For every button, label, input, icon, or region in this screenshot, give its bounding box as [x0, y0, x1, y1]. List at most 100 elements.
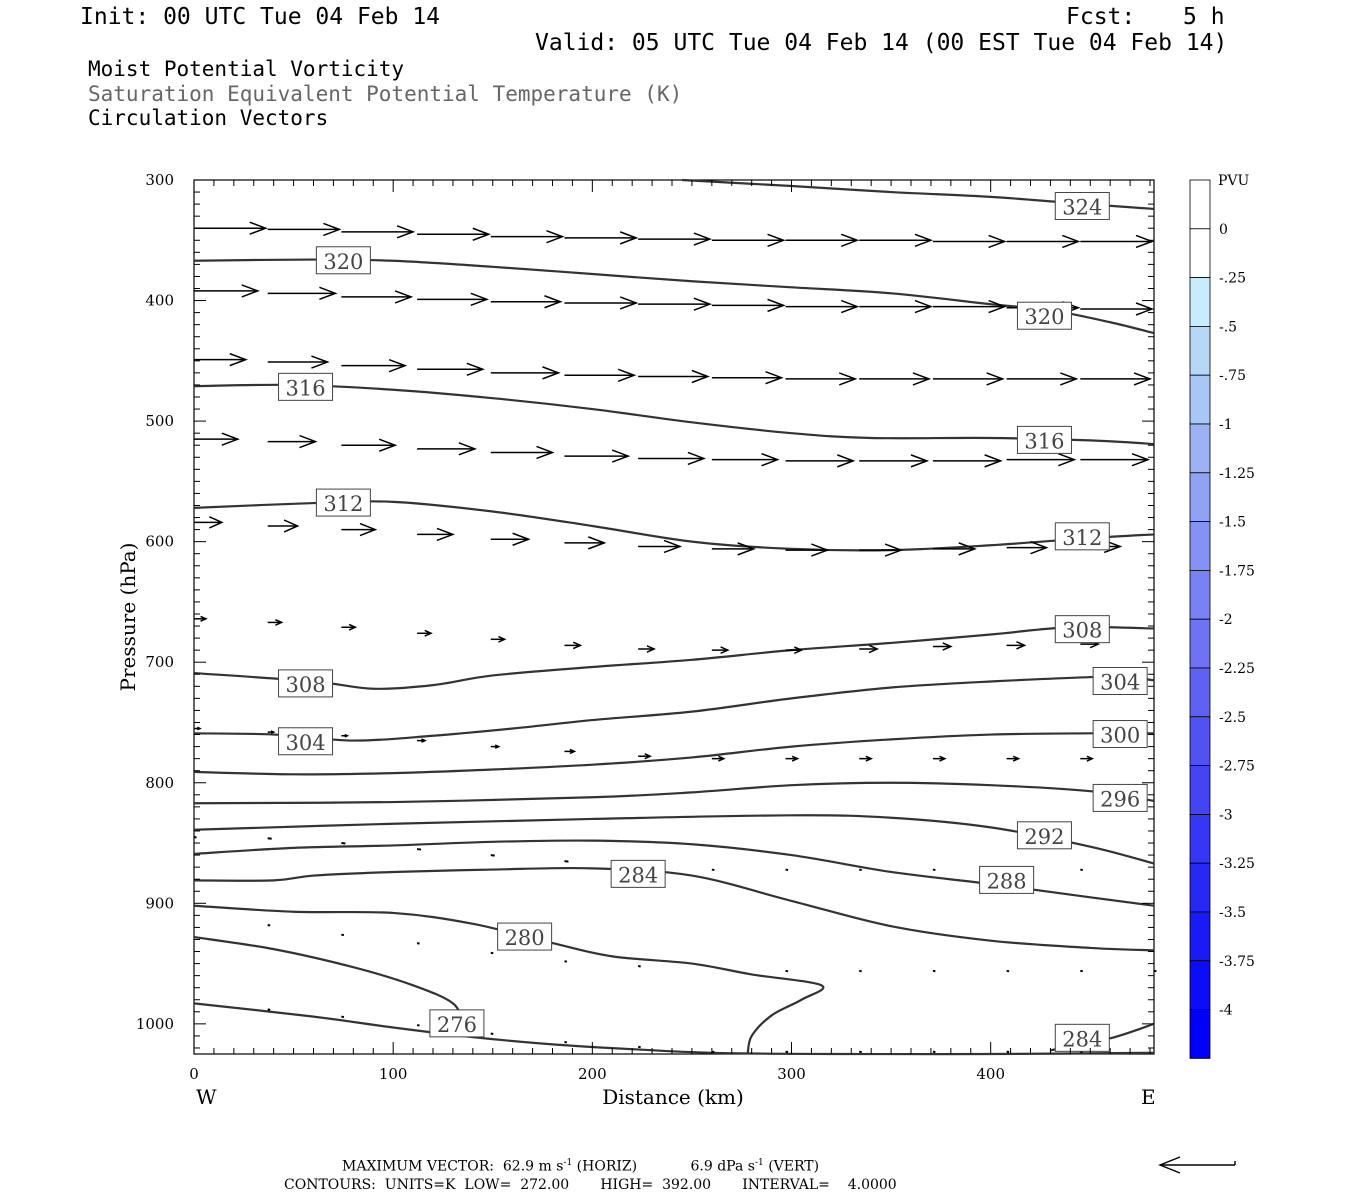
circulation-vector: [638, 451, 707, 466]
contour-line-296: [193, 781, 1155, 805]
vector-head: [811, 543, 830, 557]
vector-head: [348, 623, 358, 631]
y-tick-label: 600: [145, 533, 174, 551]
circulation-vector: [638, 369, 710, 384]
circulation-vector: [711, 371, 784, 385]
vector-shaft: [785, 969, 789, 973]
vector-head: [619, 296, 639, 310]
circulation-vector: [564, 860, 569, 863]
circulation-vector: [932, 299, 1007, 314]
colorbar-level-label: -3: [1219, 807, 1233, 823]
circulation-vector: [932, 1050, 936, 1054]
circulation-vector: [785, 755, 800, 762]
vector-head: [761, 452, 780, 467]
circulation-vector: [490, 295, 563, 309]
circulation-vector: [711, 868, 715, 872]
vector-head: [544, 295, 563, 309]
circulation-vector: [490, 635, 507, 643]
vector-head: [466, 362, 485, 376]
vector-head: [421, 738, 427, 743]
contour-label-text: 276: [437, 1013, 477, 1037]
contour-label-320: 320: [1016, 301, 1072, 330]
circulation-vector: [564, 960, 568, 963]
colorbar-level-label: -4: [1219, 1003, 1233, 1019]
circulation-vector: [932, 969, 936, 973]
contour-label-text: 288: [987, 869, 1027, 893]
circulation-vector: [932, 542, 977, 556]
contour-label-box: [278, 727, 334, 756]
contour-label-box: [1016, 821, 1072, 850]
vector-head: [767, 233, 786, 247]
contour-label-320: 320: [315, 246, 371, 275]
vector-head: [546, 229, 565, 244]
circulation-vector: [785, 868, 789, 872]
circulation-vector: [416, 942, 420, 945]
contour-label-280: 280: [497, 922, 553, 951]
circulation-vector: [859, 969, 862, 973]
colorbar-swatch: [1189, 862, 1211, 913]
colorbar-level-label: -3.25: [1219, 856, 1255, 872]
vector-head: [542, 366, 561, 380]
vector-head: [436, 527, 456, 542]
vector-shaft: [637, 1045, 641, 1049]
contour-line-308: [193, 625, 1155, 690]
colorbar-swatch: [1189, 228, 1211, 279]
circulation-vector: [638, 232, 712, 246]
circulation-vector: [417, 362, 485, 376]
vector-head: [1062, 234, 1081, 249]
vector-head: [836, 454, 856, 468]
contour-label-box: [1054, 615, 1110, 644]
circulation-vector: [341, 225, 416, 239]
circulation-vector: [490, 854, 495, 857]
contour-label-276: 276: [429, 1009, 485, 1038]
contour-label-box: [278, 669, 334, 698]
vector-head: [986, 372, 1005, 386]
vector-head: [988, 234, 1007, 249]
contour-line-300: [193, 732, 1155, 776]
init-time: Init: 00 UTC Tue 04 Feb 14: [80, 4, 441, 30]
vector-head: [1086, 755, 1095, 762]
circulation-vector: [1080, 452, 1151, 467]
circulation-vector: [341, 522, 378, 537]
circulation-vector: [932, 454, 1003, 468]
vector-shaft: [1153, 969, 1157, 973]
contour-label-box: [429, 1009, 485, 1038]
vector-head: [494, 744, 501, 749]
vector-shaft: [932, 868, 936, 872]
colorbar-swatch: [1189, 423, 1211, 474]
circulation-vector: [194, 615, 208, 622]
colorbar-swatch: [1189, 570, 1211, 620]
circulation-vector: [341, 733, 350, 738]
vector-head: [200, 615, 208, 622]
vector-head: [693, 232, 712, 246]
circulation-vector: [341, 438, 398, 452]
vector-head: [1058, 452, 1077, 467]
circulation-vector: [417, 527, 456, 542]
max-vector-horiz-value: 62.9 m s: [502, 1158, 564, 1175]
circulation-vector: [267, 1008, 271, 1011]
vector-head: [793, 646, 804, 655]
vector-head: [718, 755, 726, 762]
vector-head: [840, 299, 860, 314]
circulation-vector: [341, 358, 408, 373]
colorbar-level-label: 0: [1219, 222, 1228, 238]
contour-label-text: 324: [1062, 196, 1102, 220]
contour-label-312: 312: [1054, 522, 1110, 551]
vector-head: [914, 233, 934, 247]
circulation-vector: [1080, 234, 1155, 249]
circulation-vector: [1080, 372, 1153, 386]
circulation-vector: [267, 730, 276, 735]
circulation-vector: [785, 454, 856, 468]
vector-head: [791, 755, 800, 762]
contour-label-box: [278, 372, 334, 401]
plot-area: [193, 179, 1155, 1055]
vector-head: [617, 368, 637, 382]
vector-head: [572, 641, 583, 650]
vector-head: [472, 227, 491, 241]
circulation-vector: [564, 1040, 568, 1044]
circulation-vector: [859, 755, 874, 762]
circulation-vector: [490, 532, 531, 546]
vector-head: [323, 222, 342, 237]
vector-head: [693, 297, 712, 311]
